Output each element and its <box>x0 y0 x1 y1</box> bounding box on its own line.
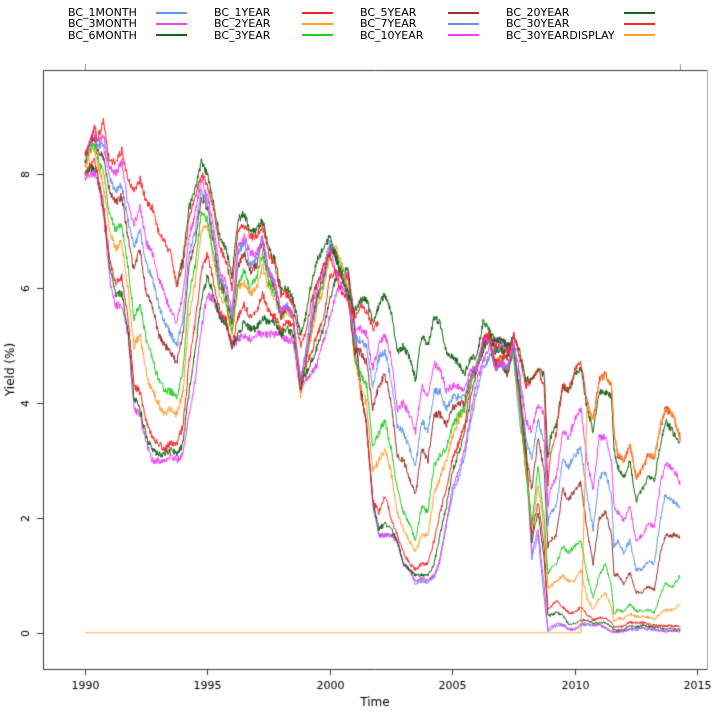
legend-column-2: BC_1YEAR BC_2YEAR BC_3YEAR <box>214 6 333 42</box>
legend-column-3: BC_5YEAR BC_7YEAR BC_10YEAR <box>360 6 479 42</box>
legend-label: BC_7YEAR <box>360 17 417 31</box>
legend-entry: BC_1YEAR <box>214 6 333 20</box>
legend-entry: BC_3MONTH <box>68 17 187 31</box>
legend-entry: BC_6MONTH <box>68 28 187 42</box>
legend-label: BC_1MONTH <box>68 6 137 20</box>
legend-line-swatch <box>302 34 333 37</box>
legend-line-swatch <box>448 11 479 14</box>
legend-label: BC_2YEAR <box>214 17 271 31</box>
legend-entry: BC_5YEAR <box>360 6 479 20</box>
legend-column-1: BC_1MONTH BC_3MONTH BC_6MONTH <box>68 6 187 42</box>
legend-line-swatch <box>302 22 333 25</box>
legend-entry: BC_20YEAR <box>506 6 655 20</box>
legend-entry: BC_10YEAR <box>360 28 479 42</box>
legend-column-4: BC_20YEAR BC_30YEAR BC_30YEARDISPLAY <box>506 6 655 42</box>
legend-line-swatch <box>624 22 655 25</box>
legend-entry: BC_30YEARDISPLAY <box>506 28 655 42</box>
legend-label: BC_30YEARDISPLAY <box>506 28 615 42</box>
legend-entry: BC_3YEAR <box>214 28 333 42</box>
legend-line-swatch <box>156 11 187 14</box>
legend-entry: BC_1MONTH <box>68 6 187 20</box>
legend-label: BC_3YEAR <box>214 28 271 42</box>
chart-legend: BC_1MONTH BC_3MONTH BC_6MONTH BC_1YEAR B… <box>0 6 720 49</box>
legend-label: BC_5YEAR <box>360 6 417 20</box>
legend-label: BC_20YEAR <box>506 6 570 20</box>
legend-label: BC_6MONTH <box>68 28 137 42</box>
legend-line-swatch <box>448 22 479 25</box>
legend-label: BC_3MONTH <box>68 17 137 31</box>
legend-entry: BC_7YEAR <box>360 17 479 31</box>
legend-entry: BC_2YEAR <box>214 17 333 31</box>
legend-line-swatch <box>156 22 187 25</box>
legend-line-swatch <box>624 11 655 14</box>
legend-line-swatch <box>448 34 479 37</box>
legend-entry: BC_30YEAR <box>506 17 655 31</box>
legend-line-swatch <box>156 34 187 37</box>
legend-line-swatch <box>624 34 655 37</box>
legend-line-swatch <box>302 11 333 14</box>
legend-label: BC_10YEAR <box>360 28 424 42</box>
legend-label: BC_30YEAR <box>506 17 570 31</box>
legend-label: BC_1YEAR <box>214 6 271 20</box>
